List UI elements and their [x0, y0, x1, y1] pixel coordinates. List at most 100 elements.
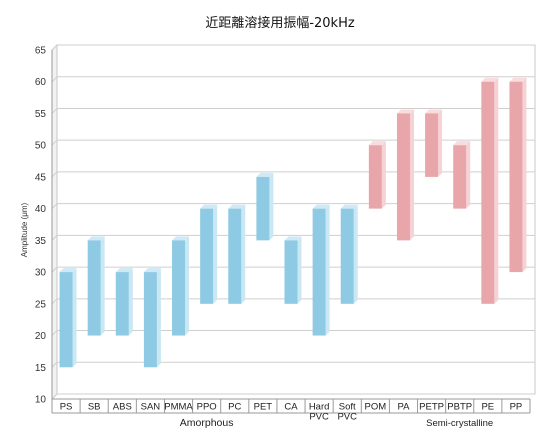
plot-back-wall [56, 44, 536, 395]
bar-top [256, 172, 274, 177]
bar-side [241, 204, 246, 304]
x-tick-label: PP [510, 402, 523, 413]
x-tick-label: PA [397, 402, 410, 413]
bar-top [87, 236, 105, 241]
axes: 10 15 20 25 30 35 40 45 50 55 60 65 PS SB ABS SAN PMMA PP… [35, 46, 531, 429]
x-tick-label: Hard PVC [309, 402, 330, 423]
gridline-diagonal [51, 171, 58, 178]
x-tick-label: SAN [141, 402, 161, 413]
bar-side [269, 172, 274, 241]
bar-top [368, 141, 386, 146]
x-tick-label-line: PC [228, 402, 241, 413]
y-tick-label: 25 [35, 299, 47, 310]
bar [200, 208, 214, 304]
bar-side [156, 268, 161, 368]
bar [509, 81, 523, 273]
x-tick-label-line: Soft [339, 402, 356, 413]
x-tick-label: POM [365, 402, 387, 413]
bar [59, 272, 73, 368]
bar-top [143, 268, 161, 273]
bar [172, 240, 186, 336]
y-tick-label: 45 [35, 172, 47, 183]
x-tick-label-line: ABS [113, 402, 132, 413]
gridline-diagonal [51, 76, 58, 83]
x-tick-label: PET [254, 402, 273, 413]
x-tick-label-line: PET [254, 402, 273, 413]
group-label: Amorphous [180, 417, 234, 429]
bar [368, 145, 382, 209]
x-tick-label-line: PA [397, 402, 410, 413]
bar-side [522, 77, 527, 273]
bar-top [312, 204, 330, 209]
gridline-diagonal [51, 361, 58, 368]
bar-top [340, 204, 358, 209]
bar [87, 240, 101, 336]
grid [51, 43, 536, 401]
bar-top [59, 268, 77, 273]
y-tick-label: 50 [35, 141, 47, 152]
x-tick-label: PPO [197, 402, 217, 413]
x-tick-label-line: PMMA [164, 402, 193, 413]
gridline-diagonal [51, 203, 58, 209]
x-tick-label-line: Hard [309, 402, 330, 413]
bar-side [325, 204, 330, 336]
bar [312, 208, 326, 336]
bar [228, 208, 242, 304]
bar [340, 208, 354, 304]
bar-top [425, 109, 443, 114]
x-tick-label-line: PPO [197, 402, 217, 413]
y-tick-label: 55 [35, 109, 47, 120]
bar-side [185, 236, 190, 336]
x-tick-label-line: PBTP [447, 402, 472, 413]
y-tick-label: 20 [35, 331, 47, 342]
group-label: Semi-crystalline [426, 418, 493, 429]
x-tick-label-line: PE [481, 402, 494, 413]
bar-top [453, 141, 471, 146]
gridline-diagonal [51, 108, 58, 114]
chart-title: 近距離溶接用振幅-20kHz [205, 15, 355, 31]
y-tick-label: 10 [35, 395, 47, 406]
x-tick-label: PC [228, 402, 241, 413]
bar-top [481, 77, 499, 82]
bar-side [353, 204, 358, 304]
bar-side [72, 268, 77, 368]
y-tick-label: 40 [35, 204, 47, 215]
x-tick-label-line: PP [510, 402, 523, 413]
x-tick-label-line: CA [284, 402, 298, 413]
bar-side [438, 109, 443, 177]
gridline-diagonal [51, 139, 58, 146]
bar [481, 81, 495, 304]
bar-side [466, 141, 471, 209]
x-tick-label: ABS [113, 402, 132, 413]
y-tick-label: 15 [35, 363, 47, 374]
bar-side [494, 77, 499, 304]
x-tick-label: PBTP [447, 402, 472, 413]
bars [59, 77, 527, 368]
bar-side [100, 236, 105, 336]
y-tick-label: 35 [35, 236, 47, 247]
x-tick-label-line: PS [60, 402, 73, 413]
gridline-diagonal [51, 298, 58, 305]
gridline-diagonal [51, 330, 58, 336]
y-tick-label: 30 [35, 268, 47, 279]
bar-side [409, 109, 414, 241]
bar-top [284, 236, 302, 241]
x-tick-label-line: SAN [141, 402, 161, 413]
bar [425, 113, 439, 177]
bar-side [128, 268, 133, 336]
x-tick-label: PETP [419, 402, 444, 413]
x-tick-label: PS [60, 402, 73, 413]
bar-top [396, 109, 414, 114]
plot-side-wall [51, 43, 58, 401]
bar-side [297, 236, 302, 304]
gridline-diagonal [51, 44, 58, 51]
bar-top [228, 204, 246, 209]
x-tick-label-line: PVC [309, 412, 329, 423]
bar [143, 272, 157, 368]
x-tick-label-line: PVC [337, 412, 357, 423]
bar-top [509, 77, 527, 82]
bar-side [213, 204, 218, 304]
bar [284, 240, 298, 304]
bar-top [115, 268, 133, 273]
